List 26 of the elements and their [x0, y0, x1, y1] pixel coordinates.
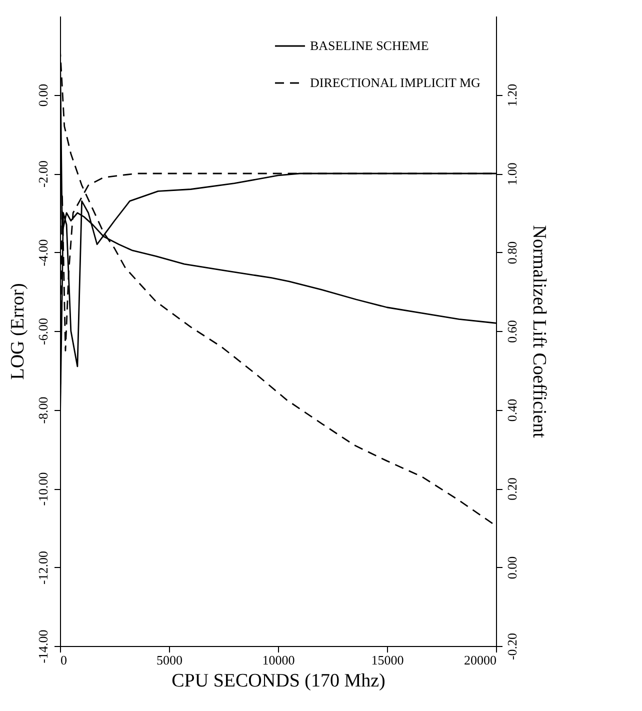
x-tick-label: 0 — [60, 652, 67, 668]
y2-tick-label: 0.60 — [504, 320, 520, 343]
x-tick-label: 20000 — [464, 652, 496, 668]
x-tick-label: 15000 — [371, 652, 404, 668]
legend-label: BASELINE SCHEME — [310, 38, 429, 53]
legend-label: DIRECTIONAL IMPLICIT MG — [310, 75, 480, 90]
y2-tick-label: 0.80 — [504, 241, 520, 264]
y-tick-label: -12.00 — [36, 550, 50, 585]
y2-tick-label: 1.00 — [504, 162, 520, 186]
y-tick-label: -14.00 — [36, 630, 50, 664]
y-tick-label: -8.00 — [36, 396, 50, 424]
y-tick-label: -6.00 — [36, 318, 50, 346]
y2-tick-label: 1.20 — [504, 84, 520, 107]
y-tick-label: -4.00 — [36, 239, 50, 266]
y2-tick-label: -0.20 — [504, 632, 520, 660]
y-tick-label: 0.00 — [36, 84, 50, 107]
x-tick-label: 10000 — [262, 652, 295, 668]
y-tick-label: -2.00 — [36, 160, 50, 188]
x-axis-title: CPU SECONDS (170 Mhz) — [172, 670, 386, 692]
y2-axis-title: Normalized Lift Coefficient — [528, 225, 550, 439]
x-tick-label: 5000 — [156, 652, 182, 668]
y2-tick-label: 0.00 — [504, 556, 520, 580]
y2-tick-label: 0.20 — [504, 478, 520, 500]
y-tick-label: -10.00 — [36, 472, 50, 506]
y2-tick-label: 0.40 — [504, 398, 520, 422]
y-axis-title: LOG (Error) — [8, 283, 28, 380]
